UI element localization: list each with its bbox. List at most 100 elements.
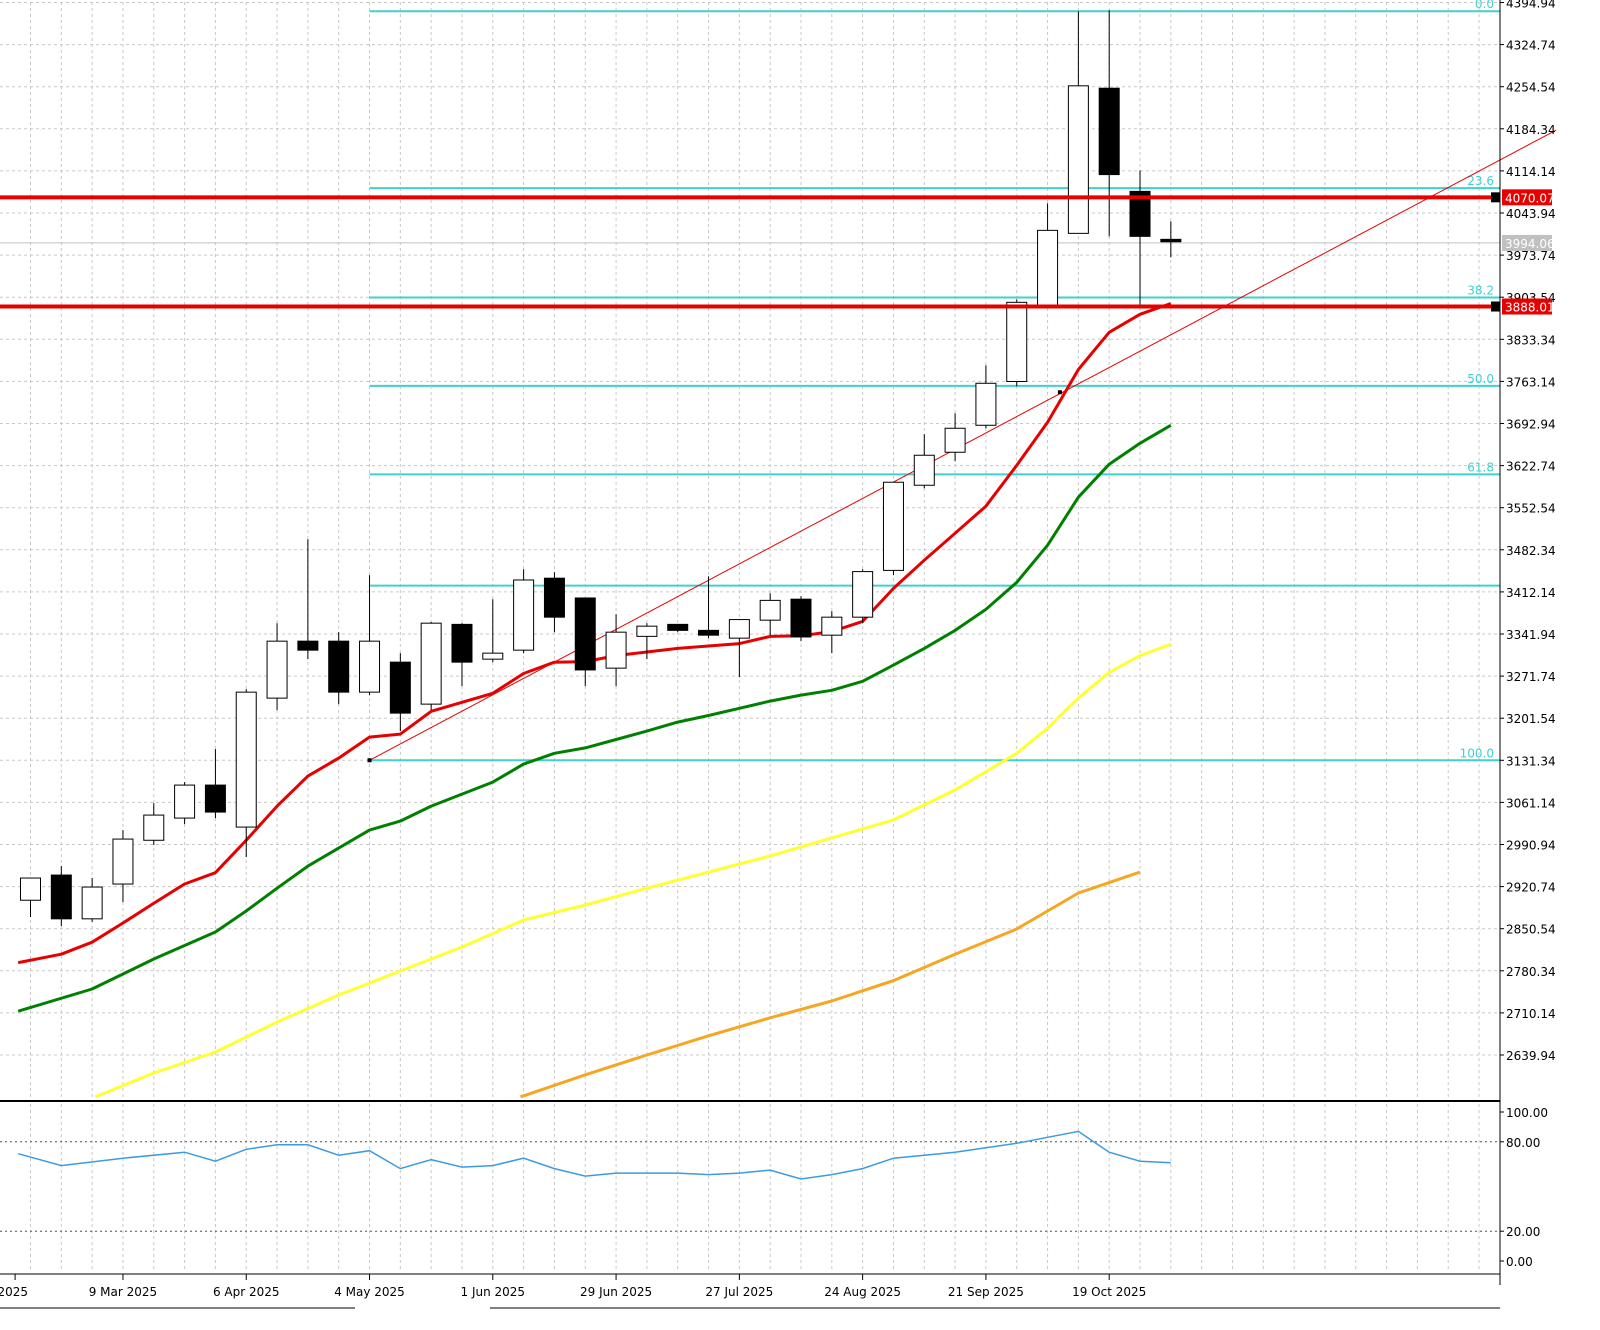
- candle-body: [1037, 229, 1059, 306]
- candle-body: [513, 579, 535, 651]
- y-tick-label: 2920.74: [1506, 881, 1556, 895]
- candle-body: [482, 652, 504, 660]
- moving-average-line: [17, 302, 1172, 965]
- oscillator-tick-label: 0.00: [1506, 1255, 1533, 1269]
- y-tick-label: 3131.34: [1506, 754, 1556, 768]
- candle-body: [913, 454, 935, 486]
- y-tick-label: 3482.34: [1506, 544, 1556, 558]
- y-tick-label: 4043.94: [1506, 207, 1556, 221]
- oscillator: 100.00 80.00 20.00 0.00: [0, 1100, 1548, 1269]
- candle-body: [574, 597, 596, 671]
- y-tick-label: 3271.74: [1506, 670, 1556, 684]
- candle-body: [328, 640, 350, 693]
- candle-body: [605, 631, 627, 669]
- candle-body: [1067, 85, 1089, 234]
- candle-body: [112, 838, 134, 885]
- y-tick-label: 4394.94: [1506, 0, 1556, 11]
- x-tick-label: 24 Aug 2025: [824, 1285, 901, 1299]
- y-tick-label: 3552.54: [1506, 502, 1556, 516]
- price-label-text: 4070.07: [1505, 191, 1555, 205]
- fib-level-label: 50.0: [1467, 372, 1494, 386]
- y-tick-label: 4114.14: [1506, 165, 1556, 179]
- fib-level-label: 100.0: [1460, 746, 1494, 760]
- candle-body: [389, 661, 411, 714]
- moving-average-line: [520, 870, 1141, 1099]
- x-tick-label: 2025: [0, 1285, 28, 1299]
- candle-body: [420, 622, 442, 705]
- y-tick-label: 3692.94: [1506, 418, 1556, 432]
- candle-body: [1160, 238, 1182, 243]
- candle-body: [1006, 301, 1028, 382]
- trendline-anchor: [367, 758, 372, 763]
- candle-body: [1098, 87, 1120, 176]
- oscillator-line: [18, 1130, 1171, 1180]
- candle-body: [790, 598, 812, 638]
- price-label-box: [1502, 234, 1552, 251]
- candle-body: [698, 629, 720, 636]
- y-tick-label: 3061.14: [1506, 796, 1556, 810]
- candle-body: [852, 571, 874, 618]
- y-tick-label: 3201.54: [1506, 712, 1556, 726]
- y-tick-label: 2990.94: [1506, 839, 1556, 853]
- y-tick-label: 3412.14: [1506, 586, 1556, 600]
- price-labels: 4070.07 3994.06 3888.01: [0, 189, 1555, 315]
- candle-body: [882, 481, 904, 571]
- y-tick-label: 4254.54: [1506, 81, 1556, 95]
- candle-body: [636, 625, 658, 637]
- y-tick-label: 3833.34: [1506, 333, 1556, 347]
- x-tick-label: 27 Jul 2025: [705, 1285, 773, 1299]
- oscillator-tick-label: 80.00: [1506, 1136, 1540, 1150]
- y-tick-label: 4184.34: [1506, 123, 1556, 137]
- y-tick-label: 2850.54: [1506, 923, 1556, 937]
- candle-body: [543, 577, 565, 618]
- candle-body: [50, 874, 72, 920]
- candle-body: [944, 427, 966, 453]
- y-tick-label: 3763.14: [1506, 375, 1556, 389]
- candle-body: [174, 784, 196, 819]
- y-tick-label: 3341.94: [1506, 628, 1556, 642]
- candle-body: [1129, 190, 1151, 237]
- candle-body: [975, 382, 997, 426]
- candle-body: [297, 640, 319, 651]
- x-tick-label: 9 Mar 2025: [89, 1285, 157, 1299]
- moving-average-line: [94, 642, 1172, 1099]
- y-tick-label: 3622.74: [1506, 460, 1556, 474]
- candle-body: [728, 619, 750, 639]
- y-tick-label: 4324.74: [1506, 39, 1556, 53]
- candle-body: [81, 886, 103, 920]
- price-label-text: 3888.01: [1505, 301, 1555, 315]
- candle-body: [667, 623, 689, 631]
- level-marker: [1491, 192, 1500, 203]
- candle-body: [235, 691, 257, 828]
- candles: [20, 10, 1182, 927]
- candle-body: [204, 784, 226, 813]
- candle-body: [20, 877, 41, 901]
- candle-body: [821, 616, 843, 636]
- moving-average-line: [17, 424, 1172, 1013]
- x-tick-label: 6 Apr 2025: [213, 1285, 280, 1299]
- y-tick-label: 2710.14: [1506, 1007, 1556, 1021]
- fib-level-label: 0.0: [1475, 0, 1494, 11]
- fib-level-label: 23.6: [1467, 174, 1494, 188]
- x-tick-label: 4 May 2025: [334, 1285, 405, 1299]
- price-label-box: [1502, 189, 1552, 206]
- candle-body: [759, 599, 781, 621]
- candle-body: [143, 814, 165, 841]
- x-tick-label: 19 Oct 2025: [1072, 1285, 1146, 1299]
- price-label-box: [1502, 298, 1552, 315]
- oscillator-tick-label: 100.00: [1506, 1106, 1548, 1120]
- y-tick-label: 3973.74: [1506, 249, 1556, 263]
- candle-body: [359, 640, 381, 693]
- fib-level-label: 61.8: [1467, 460, 1494, 474]
- x-tick-label: 1 Jun 2025: [461, 1285, 526, 1299]
- fib-level-label: 38.2: [1467, 283, 1494, 297]
- axes: 4394.94 4324.74 4254.54 4184.34 4114.14 4043.…: [0, 0, 1556, 1309]
- x-tick-label: 21 Sep 2025: [948, 1285, 1024, 1299]
- level-marker: [1491, 301, 1500, 312]
- y-tick-label: 2780.34: [1506, 965, 1556, 979]
- moving-averages: [17, 302, 1172, 1099]
- candle-body: [451, 623, 473, 663]
- candle-body: [266, 640, 288, 699]
